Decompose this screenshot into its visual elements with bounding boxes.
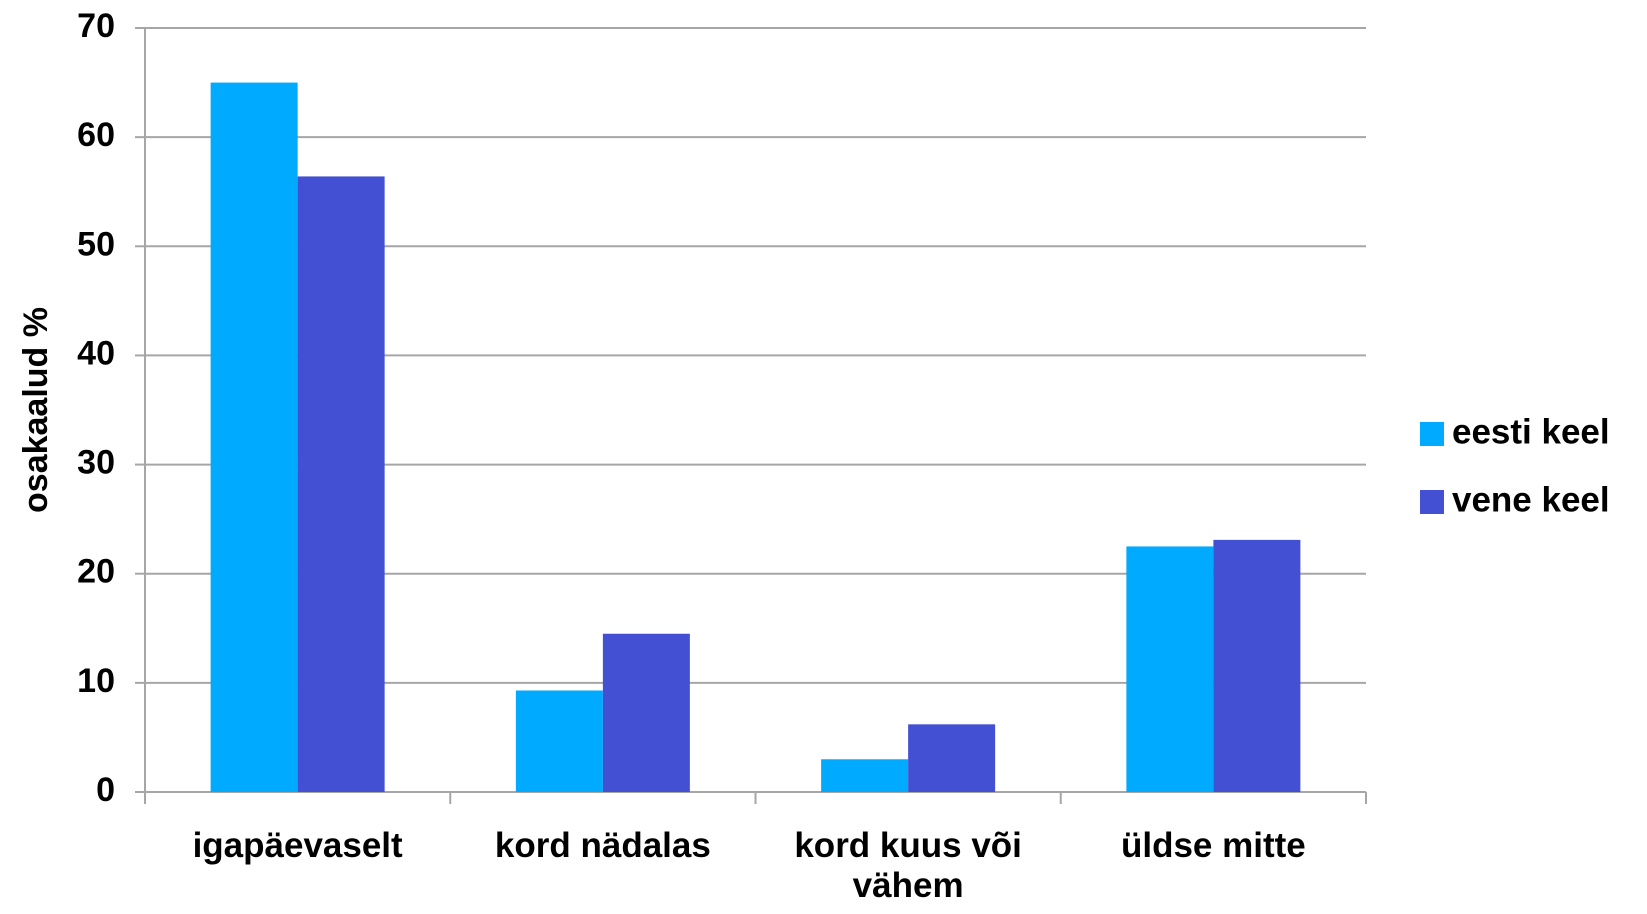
bar bbox=[1126, 546, 1214, 792]
y-tick-label: 0 bbox=[96, 771, 115, 809]
x-tick-label: kord kuus või vähem bbox=[794, 826, 1022, 905]
y-axis-label: osakaalud % bbox=[17, 307, 55, 513]
y-tick-label: 10 bbox=[77, 662, 115, 700]
x-tick-label: igapäevaselt bbox=[192, 826, 403, 865]
x-tick-label: üldse mitte bbox=[1120, 826, 1306, 865]
bar bbox=[908, 724, 996, 792]
legend-label: eesti keel bbox=[1452, 412, 1610, 451]
legend-swatch bbox=[1420, 490, 1444, 514]
x-tick-label: kord nädalas bbox=[494, 826, 711, 865]
legend-label: vene keel bbox=[1452, 480, 1610, 519]
bar bbox=[1213, 539, 1301, 792]
y-tick-label: 60 bbox=[77, 116, 115, 154]
legend-swatch bbox=[1420, 422, 1444, 446]
bar bbox=[210, 82, 298, 793]
bar bbox=[515, 690, 603, 792]
bar bbox=[821, 759, 909, 792]
bar bbox=[297, 176, 385, 793]
y-tick-label: 70 bbox=[77, 7, 115, 45]
y-tick-label: 50 bbox=[77, 225, 115, 263]
y-tick-label: 30 bbox=[77, 444, 115, 482]
y-tick-label: 20 bbox=[77, 553, 115, 591]
bar bbox=[602, 633, 690, 792]
y-tick-label: 40 bbox=[77, 334, 115, 372]
